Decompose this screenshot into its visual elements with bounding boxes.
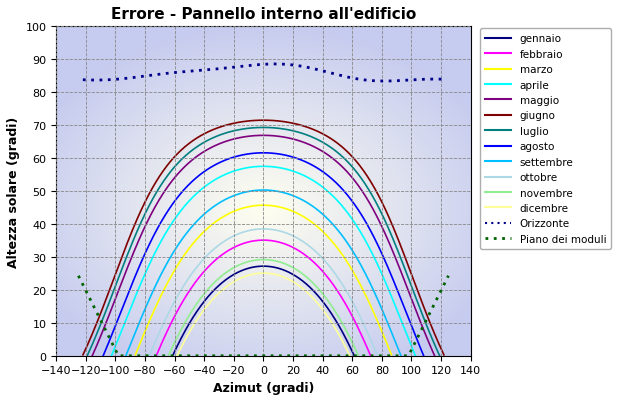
Y-axis label: Altezza solare (gradi): Altezza solare (gradi) [7,116,20,267]
Legend: gennaio, febbraio, marzo, aprile, maggio, giugno, luglio, agosto, settembre, ott: gennaio, febbraio, marzo, aprile, maggio… [480,29,612,249]
Title: Errore - Pannello interno all'edificio: Errore - Pannello interno all'edificio [111,7,416,22]
X-axis label: Azimut (gradi): Azimut (gradi) [213,381,314,394]
